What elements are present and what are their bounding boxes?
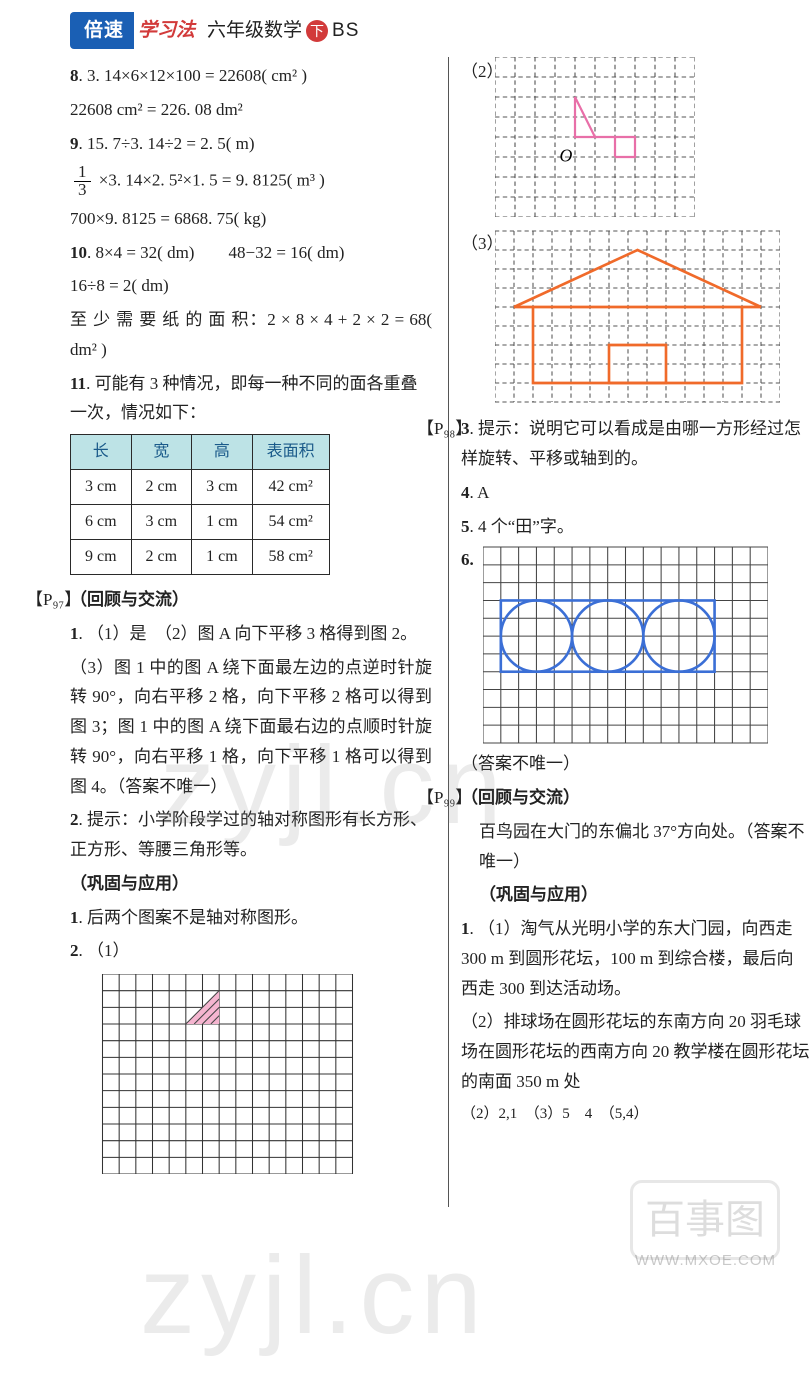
column-divider: [448, 57, 449, 1207]
apply-heading: （巩固与应用）: [70, 869, 432, 899]
table-row: 3 cm2 cm3 cm42 cm²: [71, 470, 330, 505]
figure-2-grid: O: [495, 57, 695, 217]
fig6-label: 6.: [461, 545, 483, 575]
a1-line1: 1. （1）是 （2）图 A 向下平移 3 格得到图 2。: [70, 619, 432, 649]
table-header-row: 长 宽 高 表面积: [71, 435, 330, 470]
p99-heading: 【P₉₉】（回顾与交流）: [461, 783, 810, 813]
th-height: 高: [192, 435, 253, 470]
volume-badge: 下: [306, 20, 328, 42]
q10al: 8×4 = 32( dm): [96, 243, 195, 262]
th-area: 表面积: [252, 435, 329, 470]
q8-line1: 8. 3. 14×6×12×100 = 22608( cm² ): [70, 61, 432, 91]
dimensions-table: 长 宽 高 表面积 3 cm2 cm3 cm42 cm² 6 cm3 cm1 c…: [70, 434, 330, 575]
q10-line1: 10. 8×4 = 32( dm) 48−32 = 16( dm): [70, 238, 432, 268]
a2-text: 提示：小学阶段学过的轴对称图形有长方形、正方形、等腰三角形等。: [70, 810, 427, 859]
watermark: zyjl.cn: [140, 1200, 488, 1393]
q9a-text: 15. 7÷3. 14÷2 = 2. 5( m): [87, 134, 255, 153]
figure-6-circles: [483, 545, 768, 745]
b1-text: 后两个图案不是轴对称图形。: [87, 908, 308, 927]
a5-line: 5. 4 个“田”字。: [461, 512, 810, 542]
q11-text: 可能有 3 种情况，即每一种不同的面各重叠一次，情况如下：: [70, 374, 418, 423]
publisher-code: BS: [332, 14, 359, 47]
c1-text: （1）淘气从光明小学的东大门园，向西走 300 m 到圆形花坛，100 m 到综…: [461, 919, 793, 998]
fraction-one-third: 13: [74, 163, 91, 200]
a6-note: （答案不唯一）: [461, 749, 810, 779]
c2-line: （2）排球场在圆形花坛的东南方向 20 羽毛球场在圆形花坛的西南方向 20 教学…: [461, 1007, 810, 1096]
b2-line: 2. （1）: [70, 936, 432, 966]
table-row: 6 cm3 cm1 cm54 cm²: [71, 505, 330, 540]
q10-line3: 至 少 需 要 纸 的 面 积：2 × 8 × 4 + 2 × 2 = 68( …: [70, 305, 432, 365]
fig3-label: （3）: [461, 229, 495, 259]
q10-line2: 16÷8 = 2( dm): [70, 271, 432, 301]
table-row: 9 cm2 cm1 cm58 cm²: [71, 540, 330, 575]
right-column: （2） O （3） 【P₉₈】3. 提示：说明它可以看成是由哪一方形经过怎样旋转…: [457, 57, 810, 1131]
fig2-label: （2）: [461, 57, 495, 87]
left-column: 8. 3. 14×6×12×100 = 22608( cm² ) 22608 c…: [70, 57, 440, 1194]
th-width: 宽: [131, 435, 192, 470]
p98-line: 【P₉₈】3. 提示：说明它可以看成是由哪一方形经过怎样旋转、平移或轴到的。: [461, 414, 810, 474]
p99-marker: 【P₉₉】: [417, 783, 461, 813]
apply2-heading: （巩固与应用）: [461, 880, 810, 910]
brand-pill: 倍速: [70, 12, 134, 49]
brand-red: 学习法: [132, 14, 201, 47]
q8-line2: 22608 cm² = 226. 08 dm²: [70, 95, 432, 125]
a1-1-text: （1）是 （2）图 A 向下平移 3 格得到图 2。: [87, 624, 417, 643]
p97-heading: 【P₉₇】（回顾与交流）: [70, 585, 432, 615]
svg-text:O: O: [559, 146, 572, 166]
q9-line2: 13 ×3. 14×2. 5²×1. 5 = 9. 8125( m³ ): [70, 163, 432, 200]
watermark-url: WWW.MXOE.COM: [635, 1248, 776, 1274]
review2-heading: （回顾与交流）: [461, 788, 580, 807]
a4-text: A: [477, 483, 489, 502]
th-length: 长: [71, 435, 132, 470]
a5-text: 4 个“田”字。: [478, 517, 574, 536]
review-heading: （回顾与交流）: [70, 590, 189, 609]
q8a-text: 3. 14×6×12×100 = 22608( cm² ): [87, 66, 307, 85]
q9b-text: ×3. 14×2. 5²×1. 5 = 9. 8125( m³ ): [99, 170, 325, 189]
grade-text: 六年级数学: [207, 14, 302, 47]
q10ar: 48−32 = 16( dm): [228, 243, 344, 262]
p98-marker: 【P₉₈】: [417, 414, 461, 444]
bottom-line: （2）2,1 （3）5 4 （5,4）: [461, 1101, 810, 1127]
p97-marker: 【P₉₇】: [26, 585, 70, 615]
a1-line3: （3）图 1 中的图 A 绕下面最左边的点逆时针旋转 90°，向右平移 2 格，…: [70, 653, 432, 802]
a3-text: 提示：说明它可以看成是由哪一方形经过怎样旋转、平移或轴到的。: [461, 419, 801, 468]
b2-text: （1）: [87, 941, 130, 960]
q9-line1: 9. 15. 7÷3. 14÷2 = 2. 5( m): [70, 129, 432, 159]
figure-3-house: [495, 229, 780, 404]
page-header: 倍速 学习法 六年级数学 下 BS: [0, 0, 810, 57]
a2-line: 2. 提示：小学阶段学过的轴对称图形有长方形、正方形、等腰三角形等。: [70, 805, 432, 865]
a4-line: 4. A: [461, 478, 810, 508]
q9-line3: 700×9. 8125 = 6868. 75( kg): [70, 204, 432, 234]
c1-line: 1. （1）淘气从光明小学的东大门园，向西走 300 m 到圆形花坛，100 m…: [461, 914, 810, 1003]
figure-2-1-grid: [100, 974, 355, 1174]
b1-line: 1. 后两个图案不是轴对称图形。: [70, 903, 432, 933]
q11-intro: 11. 可能有 3 种情况，即每一种不同的面各重叠一次，情况如下：: [70, 369, 432, 429]
bird-line: 百鸟园在大门的东偏北 37°方向处。（答案不唯一）: [461, 817, 810, 877]
